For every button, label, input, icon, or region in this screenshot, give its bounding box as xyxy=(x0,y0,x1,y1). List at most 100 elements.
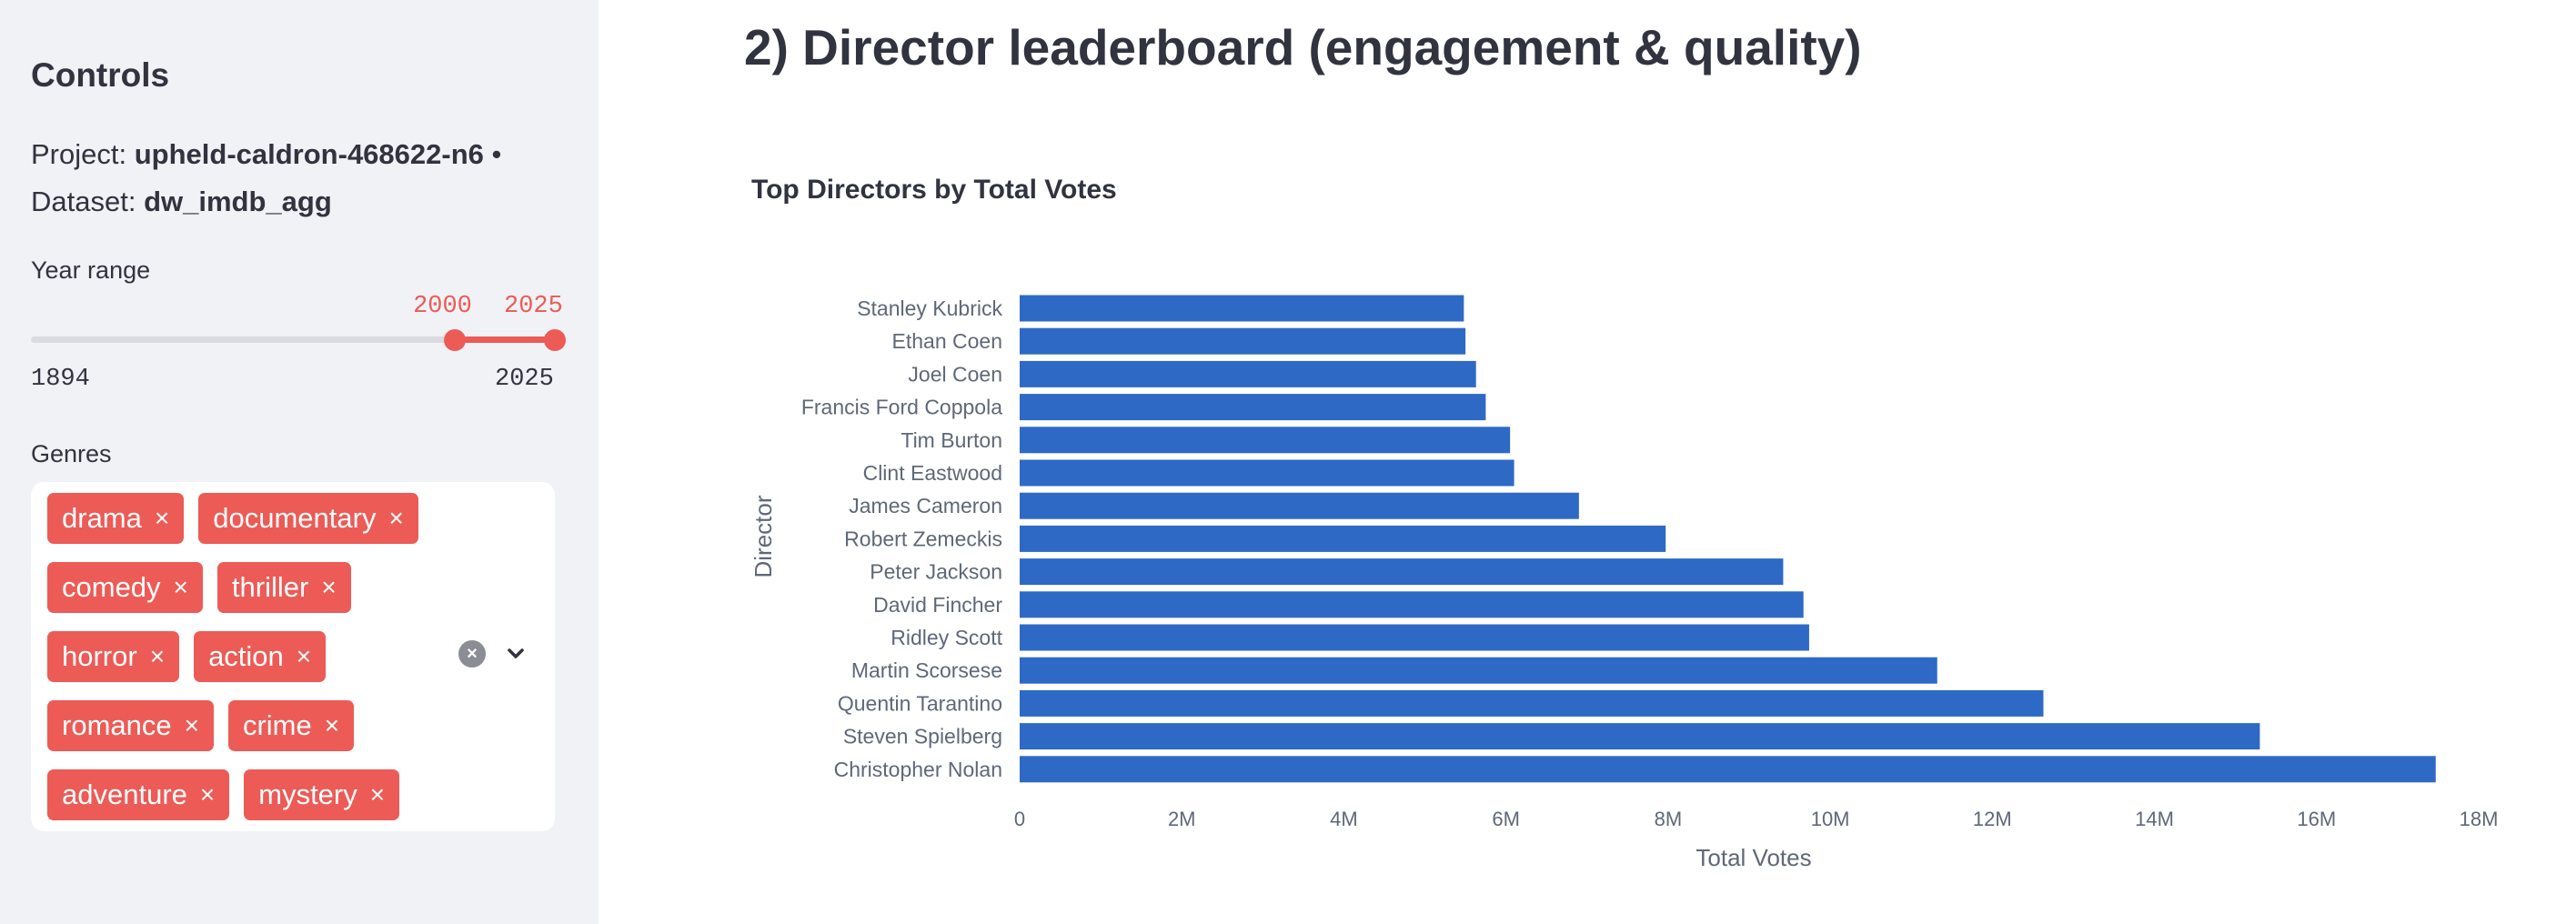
genre-chip[interactable]: horror × xyxy=(47,631,180,682)
y-tick-label: Steven Spielberg xyxy=(843,725,1002,748)
close-icon[interactable]: × xyxy=(388,504,404,532)
separator: • xyxy=(491,138,502,170)
clear-all-icon[interactable]: × xyxy=(458,640,486,668)
year-range-fill xyxy=(455,336,555,343)
chevron-down-icon[interactable] xyxy=(504,640,528,668)
dataset-label: Dataset: xyxy=(31,186,136,217)
genre-chip-label: romance xyxy=(62,709,172,741)
bar[interactable] xyxy=(1020,689,2044,717)
bars xyxy=(1020,295,2436,783)
bar[interactable] xyxy=(1020,327,1466,355)
bar[interactable] xyxy=(1020,459,1514,487)
dataset-value: dw_imdb_agg xyxy=(144,186,332,217)
year-range-max: 2025 xyxy=(495,366,554,393)
bar[interactable] xyxy=(1020,657,1937,684)
y-tick-label: Ridley Scott xyxy=(891,626,1002,649)
page-title: 2) Director leaderboard (engagement & qu… xyxy=(744,19,1862,75)
genre-chip[interactable]: mystery × xyxy=(244,769,400,820)
y-tick-label: Quentin Tarantino xyxy=(838,691,1002,715)
x-tick-label: 16M xyxy=(2297,808,2336,830)
genre-chip-label: horror xyxy=(62,640,137,672)
year-range-low-handle[interactable] xyxy=(444,329,467,351)
bar[interactable] xyxy=(1020,591,1804,618)
genre-chip[interactable]: crime × xyxy=(227,700,355,751)
x-tick-label: 10M xyxy=(1811,808,1850,830)
genre-chip[interactable]: action × xyxy=(194,631,327,682)
genre-chip-label: documentary xyxy=(213,502,377,534)
sidebar-title: Controls xyxy=(31,56,170,94)
x-tick-label: 8M xyxy=(1655,808,1683,830)
y-tick-label: David Fincher xyxy=(873,593,1002,617)
close-icon[interactable]: × xyxy=(296,642,312,670)
y-tick-label: Francis Ford Coppola xyxy=(801,396,1002,419)
y-axis-title: Director xyxy=(750,495,777,578)
x-tick-labels: 0 2M 4M 6M 8M 10M 12M 14M 16M 18M xyxy=(1014,808,2499,830)
y-tick-label: Clint Eastwood xyxy=(863,461,1002,485)
x-tick-label: 18M xyxy=(2460,808,2499,830)
close-icon[interactable]: × xyxy=(369,780,386,808)
x-axis-title: Total Votes xyxy=(1696,844,1811,871)
genre-chip-label: mystery xyxy=(258,778,357,810)
bar[interactable] xyxy=(1020,360,1476,387)
project-value: upheld-caldron-468622-n6 xyxy=(134,138,484,170)
genre-chip-label: drama xyxy=(62,502,142,534)
y-tick-label: Christopher Nolan xyxy=(834,758,1002,781)
year-range-label: Year range xyxy=(31,256,151,284)
genres-label: Genres xyxy=(31,440,112,467)
sidebar: Controls Project: upheld-caldron-468622-… xyxy=(0,0,599,924)
y-tick-label: James Cameron xyxy=(849,494,1002,517)
bar[interactable] xyxy=(1020,295,1464,322)
y-tick-label: Joel Coen xyxy=(908,362,1002,386)
bar[interactable] xyxy=(1020,624,1809,651)
genre-chip[interactable]: drama × xyxy=(47,493,185,544)
project-dataset-info: Project: upheld-caldron-468622-n6 • Data… xyxy=(31,131,577,226)
genre-chip[interactable]: thriller × xyxy=(216,562,351,613)
y-tick-label: Stanley Kubrick xyxy=(857,296,1002,320)
genre-chip[interactable]: adventure × xyxy=(47,769,230,820)
year-range-min: 1894 xyxy=(31,366,90,393)
project-label: Project: xyxy=(31,138,127,170)
bar[interactable] xyxy=(1020,427,1511,454)
genre-chip-label: adventure xyxy=(62,778,187,810)
y-tick-label: Tim Burton xyxy=(901,428,1002,452)
genre-chip[interactable]: documentary × xyxy=(198,493,418,544)
bar[interactable] xyxy=(1020,525,1666,552)
x-tick-label: 6M xyxy=(1492,808,1520,830)
project-line: Project: upheld-caldron-468622-n6 • xyxy=(31,131,577,178)
x-tick-label: 4M xyxy=(1330,808,1358,830)
year-range-low-value: 2000 xyxy=(413,293,472,320)
x-tick-label: 12M xyxy=(1973,808,2012,830)
bar[interactable] xyxy=(1020,558,1784,586)
close-icon[interactable]: × xyxy=(149,642,166,670)
genre-chip[interactable]: romance × xyxy=(47,700,214,751)
bar[interactable] xyxy=(1020,756,2436,783)
close-icon[interactable]: × xyxy=(154,504,170,532)
y-tick-label: Robert Zemeckis xyxy=(844,527,1002,550)
close-icon[interactable]: × xyxy=(184,711,199,739)
y-tick-label: Ethan Coen xyxy=(892,329,1002,353)
x-tick-label: 14M xyxy=(2135,808,2174,830)
close-icon[interactable]: × xyxy=(199,780,216,808)
genre-chip-label: action xyxy=(208,640,284,672)
close-icon[interactable]: × xyxy=(321,573,337,601)
bar[interactable] xyxy=(1020,723,2260,750)
genre-chip-label: comedy xyxy=(62,571,161,603)
dataset-line: Dataset: dw_imdb_agg xyxy=(31,178,577,226)
close-icon[interactable]: × xyxy=(324,711,340,739)
bar[interactable] xyxy=(1020,492,1579,519)
x-tick-label: 0 xyxy=(1014,808,1025,830)
y-tick-label: Martin Scorsese xyxy=(851,658,1002,682)
year-range-high-handle[interactable] xyxy=(544,329,566,351)
close-icon[interactable]: × xyxy=(173,573,188,601)
chart-title: Top Directors by Total Votes xyxy=(751,175,1117,205)
year-range-slider[interactable] xyxy=(31,336,555,343)
genre-chip[interactable]: comedy × xyxy=(47,562,203,613)
bar[interactable] xyxy=(1020,394,1486,421)
y-tick-label: Peter Jackson xyxy=(870,560,1002,584)
genre-chip-label: thriller xyxy=(231,571,309,603)
year-range-high-value: 2025 xyxy=(504,293,563,320)
y-tick-labels: Stanley Kubrick Ethan Coen Joel Coen Franci… xyxy=(801,296,1003,781)
genre-chip-label: crime xyxy=(242,709,312,741)
x-tick-label: 2M xyxy=(1168,808,1196,830)
